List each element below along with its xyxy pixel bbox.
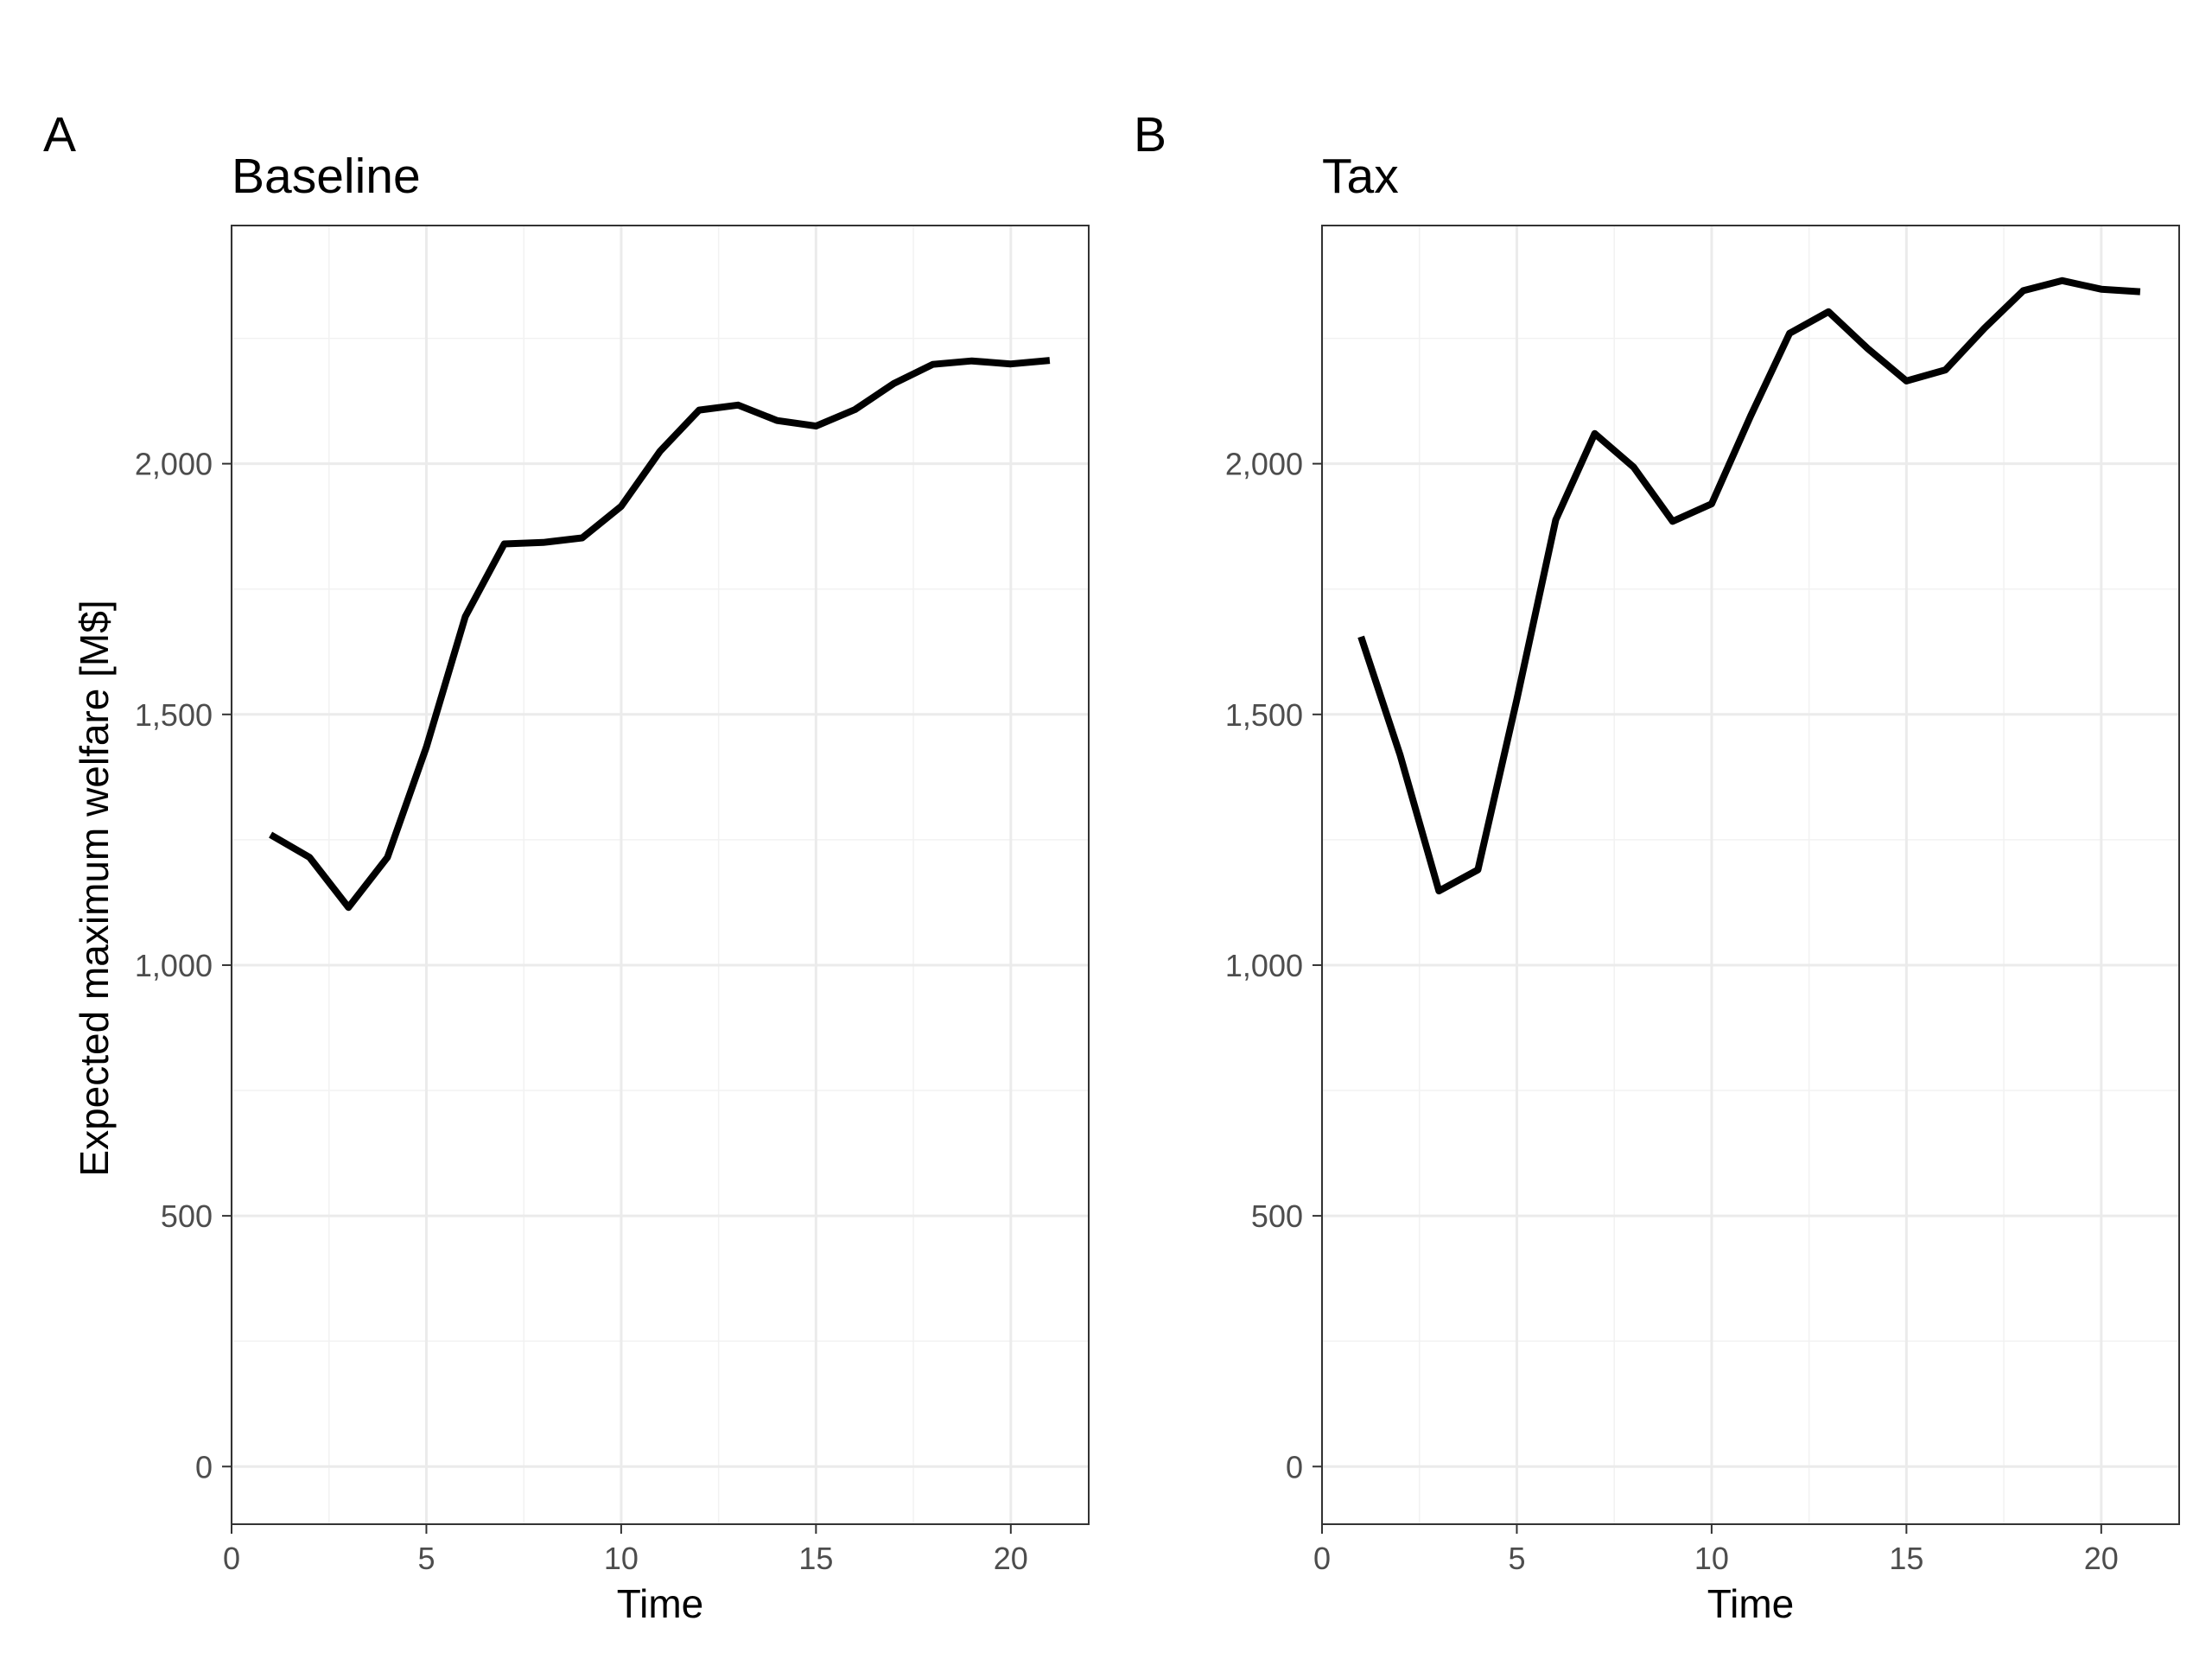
x-tick-label: 15 — [798, 1541, 833, 1576]
panel-title-b: Tax — [1322, 149, 1399, 204]
panel-border — [231, 225, 1090, 1525]
x-axis-label-b: Time — [1707, 1581, 1795, 1626]
y-tick-label: 0 — [195, 1449, 213, 1484]
panels: 0 5 10 15 2005001,0001,5002,000ABaselineTime… — [43, 107, 2180, 1626]
panel-title-a: Baseline — [232, 149, 421, 204]
y-tick-label: 1,500 — [1225, 697, 1303, 733]
x-tick-label: 15 — [1889, 1541, 1923, 1576]
y-tick-label: 2,000 — [1225, 447, 1303, 482]
panel-tag-a: A — [43, 107, 76, 162]
x-tick-label: 20 — [994, 1541, 1028, 1576]
x-tick-label: 10 — [1694, 1541, 1729, 1576]
y-tick-label: 2,000 — [135, 447, 213, 482]
y-tick-label: 1,500 — [135, 697, 213, 733]
y-tick-label: 0 — [1286, 1449, 1303, 1484]
x-tick-label: 10 — [604, 1541, 639, 1576]
panel-border — [1321, 225, 2180, 1525]
series-line-a — [269, 357, 1051, 912]
y-tick-label: 1,000 — [1225, 948, 1303, 983]
x-tick-label: 0 — [1313, 1541, 1331, 1576]
series-line-b — [1357, 276, 2141, 895]
y-axis-label: Expected maximum welfare [M$] — [72, 600, 117, 1176]
panel-b: 0 5 10 15 20 0 500 1,000 1,500 2,000 B Tax Time — [1134, 107, 2180, 1626]
y-tick-label: 500 — [1251, 1198, 1303, 1234]
panel-a: 0 5 10 15 20 0 500 1,000 1,500 2,000 A Baseline Time — [43, 107, 1090, 1626]
x-axis-label-a: Time — [617, 1581, 704, 1626]
y-tick-label: 500 — [161, 1198, 213, 1234]
x-tick-label: 5 — [1508, 1541, 1525, 1576]
x-tick-label: 20 — [2084, 1541, 2119, 1576]
x-tick-label: 0 — [223, 1541, 240, 1576]
y-tick-label: 1,000 — [135, 948, 213, 983]
panel-tag-b: B — [1134, 107, 1166, 162]
x-tick-label: 5 — [417, 1541, 435, 1576]
